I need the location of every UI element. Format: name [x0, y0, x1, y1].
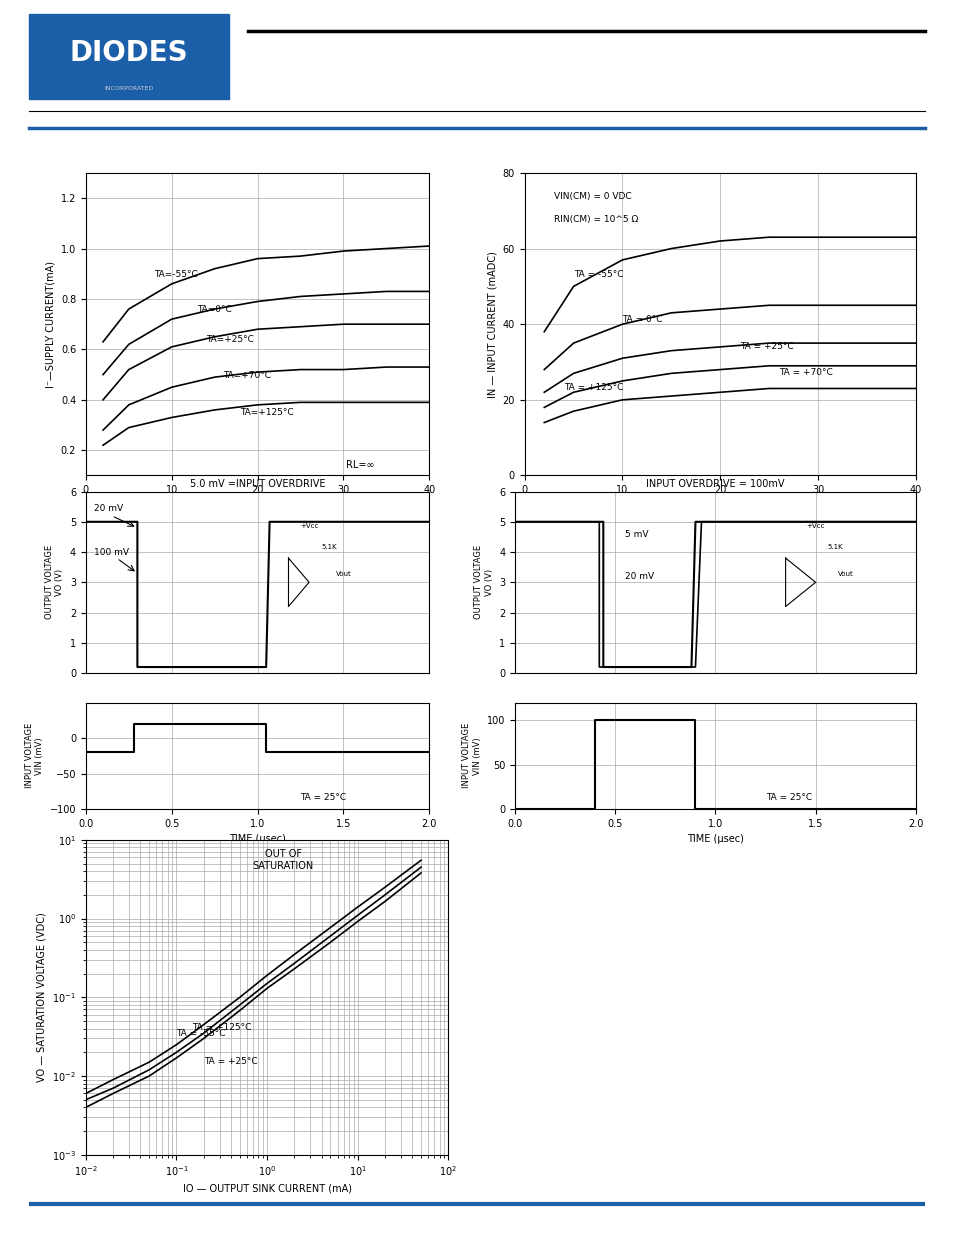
Y-axis label: IN — INPUT CURRENT (mADC): IN — INPUT CURRENT (mADC) — [487, 251, 497, 398]
Text: VIN(CM) = 0 VDC: VIN(CM) = 0 VDC — [554, 193, 631, 201]
Y-axis label: INPUT VOLTAGE
VIN (mV): INPUT VOLTAGE VIN (mV) — [25, 724, 44, 788]
Text: TA = +25°C: TA = +25°C — [740, 342, 793, 351]
Text: 5.1K: 5.1K — [827, 545, 842, 550]
Text: DIODES: DIODES — [70, 38, 188, 67]
Text: 5.1K: 5.1K — [321, 545, 337, 550]
Y-axis label: OUTPUT VOLTAGE
VO (V): OUTPUT VOLTAGE VO (V) — [474, 545, 493, 620]
Text: TA = +125°C: TA = +125°C — [563, 383, 622, 393]
Text: TA=+25°C: TA=+25°C — [206, 336, 253, 345]
Text: RIN(CM) = 10^5 Ω: RIN(CM) = 10^5 Ω — [554, 215, 638, 224]
Text: TA = +25°C: TA = +25°C — [204, 1057, 257, 1067]
Text: TA = +125°C: TA = +125°C — [193, 1024, 252, 1032]
Text: RL=∞: RL=∞ — [346, 461, 375, 471]
Text: TA = 25°C: TA = 25°C — [764, 793, 811, 802]
X-axis label: TIME (μsec): TIME (μsec) — [686, 834, 743, 845]
Text: Vout: Vout — [335, 572, 351, 577]
Y-axis label: VO — SATURATION VOLTAGE (VDC): VO — SATURATION VOLTAGE (VDC) — [36, 913, 47, 1082]
X-axis label: TIME (μsec): TIME (μsec) — [229, 834, 286, 845]
Y-axis label: I⁻—SUPPLY CURRENT(mA): I⁻—SUPPLY CURRENT(mA) — [45, 261, 55, 388]
X-axis label: IO — OUTPUT SINK CURRENT (mA): IO — OUTPUT SINK CURRENT (mA) — [182, 1184, 352, 1194]
X-axis label: V+ —SUPPLY VOLTAGE(VDC): V+ —SUPPLY VOLTAGE(VDC) — [189, 500, 326, 511]
Text: TA = 0°C: TA = 0°C — [621, 315, 662, 325]
Text: TA = -55°C: TA = -55°C — [573, 269, 622, 279]
Text: OUT OF
SATURATION: OUT OF SATURATION — [253, 850, 314, 871]
Text: +Vcc: +Vcc — [805, 522, 824, 529]
Text: TA = 25°C: TA = 25°C — [300, 793, 346, 803]
Text: INCORPORATED: INCORPORATED — [104, 85, 153, 90]
Text: TA=0°C: TA=0°C — [197, 305, 232, 314]
Y-axis label: OUTPUT VOLTAGE
VO (V): OUTPUT VOLTAGE VO (V) — [45, 545, 64, 620]
Text: TA=+125°C: TA=+125°C — [240, 409, 294, 417]
Text: Vout: Vout — [837, 572, 853, 577]
Text: TA = -55°C: TA = -55°C — [176, 1029, 226, 1039]
X-axis label: V+ — SUPPLY VOLTAGE (VDC): V+ — SUPPLY VOLTAGE (VDC) — [647, 500, 792, 511]
Text: 100 mV: 100 mV — [94, 548, 130, 557]
Text: TA=+70°C: TA=+70°C — [223, 370, 271, 379]
Text: TA=-55°C: TA=-55°C — [154, 269, 198, 279]
Text: 5 mV: 5 mV — [625, 530, 648, 538]
Text: 20 mV: 20 mV — [94, 504, 124, 514]
Text: 20 mV: 20 mV — [625, 572, 654, 582]
Y-axis label: INPUT VOLTAGE
VIN (mV): INPUT VOLTAGE VIN (mV) — [461, 724, 481, 788]
Bar — [29, 14, 229, 100]
Text: TA = +70°C: TA = +70°C — [778, 368, 832, 377]
Text: +Vcc: +Vcc — [299, 522, 318, 529]
Title: 5.0 mV =INPUT OVERDRIVE: 5.0 mV =INPUT OVERDRIVE — [190, 479, 325, 489]
Title: INPUT OVERDRIVE = 100mV: INPUT OVERDRIVE = 100mV — [645, 479, 784, 489]
